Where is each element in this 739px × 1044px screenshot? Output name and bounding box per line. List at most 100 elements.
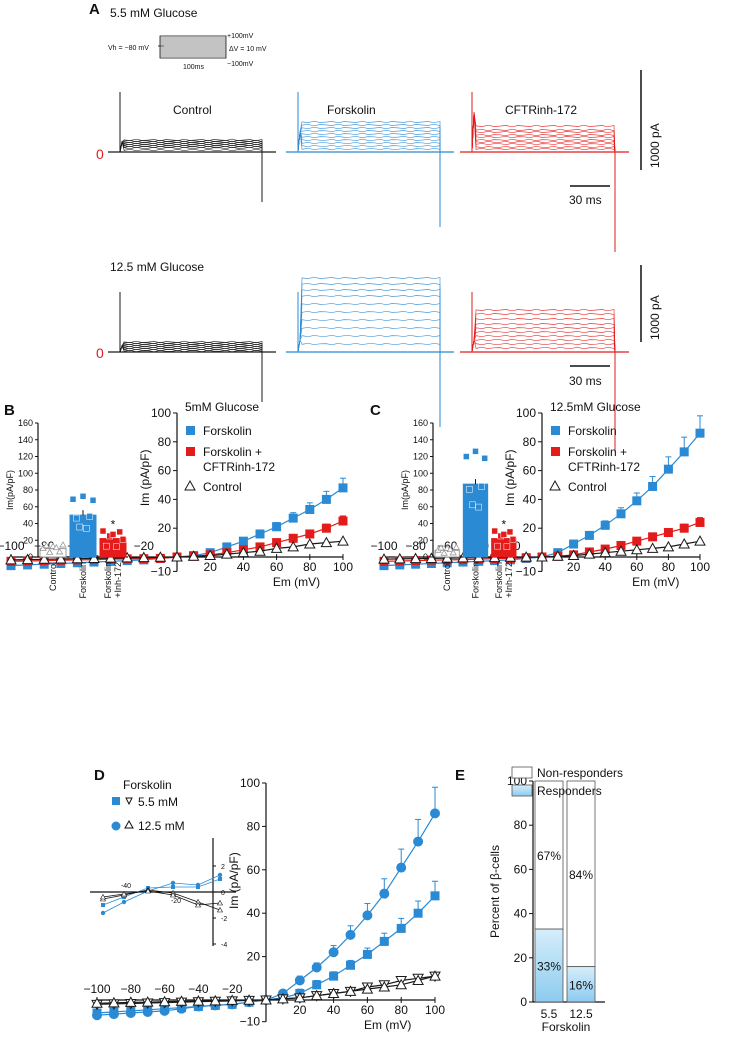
data-point xyxy=(412,974,424,985)
x-tick-label: −20 xyxy=(134,539,155,553)
inset-category-label: Forskolin xyxy=(78,562,88,599)
data-point xyxy=(584,530,594,540)
x-tick-label: −100 xyxy=(0,539,25,553)
fsk-trace-sweep xyxy=(297,338,441,353)
data-point xyxy=(583,548,596,559)
legend-label: CFTRinh-172 xyxy=(568,460,640,474)
y-tick-label: 0 xyxy=(520,995,527,1009)
data-point xyxy=(362,910,373,921)
x-axis-label: Em (mV) xyxy=(632,575,679,589)
fsk-trace-sweep xyxy=(297,318,441,353)
fsk-trace-sweep xyxy=(297,334,441,353)
data-point xyxy=(192,995,205,1006)
data-point xyxy=(187,550,200,561)
inset-y-tick-label: 20 xyxy=(23,535,33,545)
legend-label: Forskolin xyxy=(203,424,252,438)
category-label: 5.5 xyxy=(541,1007,558,1021)
y-tick-label: 80 xyxy=(158,435,172,449)
inset-y-tick-label: 120 xyxy=(413,452,428,462)
data-point xyxy=(600,520,610,530)
legend-label: CFTRinh-172 xyxy=(203,460,275,474)
control-trace-sweep xyxy=(119,141,263,153)
legend-label: Responders xyxy=(537,784,602,798)
data-point xyxy=(92,1010,102,1021)
trace-title-cftrinh: CFTRinh-172 xyxy=(505,103,577,117)
x-tick-label: 40 xyxy=(599,560,613,574)
fsk-trace-sweep xyxy=(297,131,441,153)
inset-point xyxy=(99,527,107,535)
inset-point xyxy=(469,501,476,509)
x-tick-label: −100 xyxy=(370,539,397,553)
cftr-trace-sweep xyxy=(471,111,616,153)
data-point xyxy=(425,552,438,563)
data-point xyxy=(662,540,675,552)
data-point xyxy=(441,552,454,563)
inset-point xyxy=(437,544,445,551)
legend-marker xyxy=(186,426,195,435)
x-tick-label: −80 xyxy=(121,982,142,996)
data-point xyxy=(310,989,323,1001)
inset-y-tick-label: -4 xyxy=(221,942,227,949)
legend-marker xyxy=(125,797,133,806)
cftr-trace-sweep xyxy=(471,111,616,153)
fsk-trace-sweep xyxy=(297,120,441,153)
data-point xyxy=(321,523,331,533)
inset-point xyxy=(116,528,123,536)
control-trace-sweep xyxy=(119,343,263,353)
data-point xyxy=(338,483,348,493)
data-point xyxy=(393,552,406,564)
bar-label-responders: 16% xyxy=(569,978,593,992)
inset-point xyxy=(59,541,67,548)
legend-label: 12.5 mM xyxy=(138,819,185,833)
fsk-trace-sweep xyxy=(297,131,441,153)
control-trace-sweep xyxy=(119,341,263,353)
control-trace-sweep xyxy=(119,141,263,153)
zero-label-row2: 0 xyxy=(96,345,104,361)
inset-point xyxy=(169,891,177,898)
y-tick-label: 40 xyxy=(158,492,172,506)
control-trace-sweep xyxy=(119,140,263,153)
inset-point xyxy=(500,531,508,538)
inset-y-tick-label: -2 xyxy=(221,916,227,923)
inset-point xyxy=(194,901,202,908)
y-tick-label: 40 xyxy=(514,907,528,921)
x-tick-label: 100 xyxy=(690,560,710,574)
x-tick-label: 80 xyxy=(662,560,676,574)
inset-point xyxy=(503,543,511,550)
axes: −100−80−60−40−2020406080100−102040608010… xyxy=(0,406,353,589)
data-point xyxy=(303,538,316,549)
y-tick-label: 60 xyxy=(247,863,261,877)
data-point xyxy=(159,1005,170,1016)
inset-series-line xyxy=(102,890,221,906)
data-point xyxy=(678,538,691,549)
x-tick-label: 80 xyxy=(303,560,317,574)
cftr-trace-sweep xyxy=(471,338,616,353)
inset-point xyxy=(109,531,117,538)
panel-b: B −100−80−60−40−2020406080100−1020406080… xyxy=(0,400,353,599)
legend-label: Control xyxy=(568,480,607,494)
cftr-trace-sweep xyxy=(471,326,616,353)
inset-point xyxy=(463,453,470,460)
inset-point xyxy=(506,528,514,536)
data-point xyxy=(615,545,627,556)
inset-category-label: Forskolin xyxy=(471,562,481,599)
data-point xyxy=(104,552,117,563)
y-tick-label: 20 xyxy=(514,951,528,965)
inset-point xyxy=(42,542,51,549)
control-trace-sweep xyxy=(119,140,263,153)
inset-series-line xyxy=(102,874,221,914)
legend: Forskolin Forskolin +CFTRinh-172 Control xyxy=(549,424,640,494)
cftr-trace-sweep xyxy=(471,312,616,353)
data-point xyxy=(648,532,658,542)
protocol-bottom: −100mV xyxy=(227,61,254,68)
data-point xyxy=(71,552,84,564)
y-axis-label: Im (pA/pF) xyxy=(227,852,241,909)
data-point xyxy=(694,535,706,546)
inset-y-tick-label: 0 xyxy=(423,552,428,562)
data-point xyxy=(226,994,239,1005)
fsk-trace-sweep xyxy=(297,129,441,153)
x-tick-label: −60 xyxy=(154,982,175,996)
data-point xyxy=(154,551,167,562)
data-point xyxy=(379,888,390,899)
